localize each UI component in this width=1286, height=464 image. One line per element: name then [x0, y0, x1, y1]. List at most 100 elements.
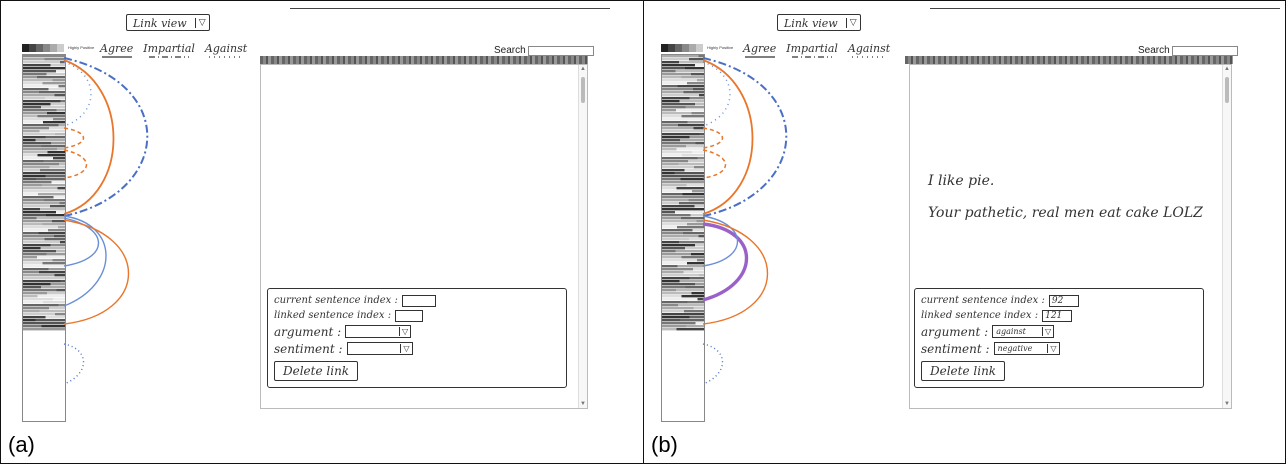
overview-row[interactable] — [662, 73, 704, 76]
overview-row[interactable] — [662, 262, 704, 265]
overview-row[interactable] — [23, 325, 65, 328]
overview-row[interactable] — [662, 76, 704, 79]
scroll-thumb[interactable] — [1225, 77, 1229, 103]
scroll-thumb[interactable] — [581, 77, 585, 103]
overview-row[interactable] — [23, 319, 65, 322]
overview-row[interactable] — [23, 214, 65, 217]
overview-row[interactable] — [662, 58, 704, 61]
overview-row[interactable] — [662, 85, 704, 88]
overview-row[interactable] — [662, 226, 704, 229]
overview-row[interactable] — [23, 154, 65, 157]
overview-row[interactable] — [23, 208, 65, 211]
overview-row[interactable] — [23, 64, 65, 67]
overview-row[interactable] — [662, 175, 704, 178]
overview-row[interactable] — [23, 292, 65, 295]
overview-row[interactable] — [662, 190, 704, 193]
overview-row[interactable] — [23, 271, 65, 274]
overview-row[interactable] — [23, 124, 65, 127]
overview-row[interactable] — [23, 106, 65, 109]
overview-row[interactable] — [662, 148, 704, 151]
overview-row[interactable] — [23, 229, 65, 232]
scroll-down-icon[interactable]: ▼ — [580, 401, 586, 407]
overview-row[interactable] — [23, 304, 65, 307]
search-field[interactable]: Search — [494, 45, 594, 56]
sentence[interactable]: Your pathetic, real men eat cake LOLZ — [928, 205, 1203, 221]
overview-row[interactable] — [662, 295, 704, 298]
sentiment-select[interactable]: ▽ — [346, 342, 413, 355]
overview-row[interactable] — [23, 298, 65, 301]
overview-row[interactable] — [662, 94, 704, 97]
overview-row[interactable] — [23, 127, 65, 130]
overview-row[interactable] — [23, 316, 65, 319]
overview-row[interactable] — [23, 145, 65, 148]
overview-row[interactable] — [662, 205, 704, 208]
overview-row[interactable] — [23, 274, 65, 277]
overview-row[interactable] — [662, 259, 704, 262]
overview-row[interactable] — [662, 193, 704, 196]
overview-row[interactable] — [23, 118, 65, 121]
overview-row[interactable] — [662, 88, 704, 91]
overview-row[interactable] — [662, 196, 704, 199]
search-input[interactable] — [1171, 45, 1238, 56]
overview-row[interactable] — [662, 304, 704, 307]
overview-row[interactable] — [662, 235, 704, 238]
overview-row[interactable] — [23, 166, 65, 169]
overview-row[interactable] — [662, 265, 704, 268]
overview-row[interactable] — [662, 250, 704, 253]
overview-row[interactable] — [662, 160, 704, 163]
overview-row[interactable] — [23, 100, 65, 103]
overview-row[interactable] — [23, 328, 65, 331]
overview-row[interactable] — [23, 253, 65, 256]
overview-row[interactable] — [23, 211, 65, 214]
overview-row[interactable] — [23, 148, 65, 151]
overview-row[interactable] — [662, 103, 704, 106]
overview-row[interactable] — [23, 82, 65, 85]
overview-row[interactable] — [23, 76, 65, 79]
overview-row[interactable] — [662, 232, 704, 235]
overview-row[interactable] — [23, 256, 65, 259]
overview-row[interactable] — [662, 55, 704, 58]
overview-row[interactable] — [23, 310, 65, 313]
overview-row[interactable] — [23, 277, 65, 280]
overview-row[interactable] — [23, 301, 65, 304]
overview-row[interactable] — [23, 151, 65, 154]
overview-row[interactable] — [662, 286, 704, 289]
overview-row[interactable] — [662, 322, 704, 325]
overview-row[interactable] — [23, 226, 65, 229]
overview-row[interactable] — [662, 91, 704, 94]
linked-index-input[interactable]: 121 — [1042, 309, 1073, 322]
overview-row[interactable] — [662, 142, 704, 145]
overview-row[interactable] — [23, 223, 65, 226]
overview-row[interactable] — [23, 61, 65, 64]
overview-row[interactable] — [23, 112, 65, 115]
overview-row[interactable] — [662, 241, 704, 244]
overview-row[interactable] — [662, 133, 704, 136]
overview-row[interactable] — [662, 292, 704, 295]
overview-row[interactable] — [662, 313, 704, 316]
overview-row[interactable] — [23, 139, 65, 142]
scroll-up-icon[interactable]: ▲ — [1224, 66, 1230, 72]
overview-row[interactable] — [23, 88, 65, 91]
link-arcs[interactable] — [60, 44, 170, 424]
overview-rows[interactable] — [661, 54, 705, 422]
overview-row[interactable] — [23, 160, 65, 163]
overview-row[interactable] — [662, 217, 704, 220]
overview-row[interactable] — [662, 154, 704, 157]
search-input[interactable] — [527, 45, 594, 56]
overview-row[interactable] — [23, 217, 65, 220]
overview-row[interactable] — [23, 97, 65, 100]
overview-row[interactable] — [23, 241, 65, 244]
overview-row[interactable] — [662, 112, 704, 115]
overview-row[interactable] — [662, 244, 704, 247]
overview-row[interactable] — [23, 58, 65, 61]
overview-row[interactable] — [23, 250, 65, 253]
argument-select[interactable]: ▽ — [345, 325, 412, 338]
overview-row[interactable] — [23, 67, 65, 70]
overview-row[interactable] — [662, 223, 704, 226]
overview-row[interactable] — [662, 268, 704, 271]
overview-row[interactable] — [662, 319, 704, 322]
overview-row[interactable] — [23, 175, 65, 178]
overview-row[interactable] — [23, 196, 65, 199]
overview-row[interactable] — [662, 139, 704, 142]
overview-row[interactable] — [23, 280, 65, 283]
